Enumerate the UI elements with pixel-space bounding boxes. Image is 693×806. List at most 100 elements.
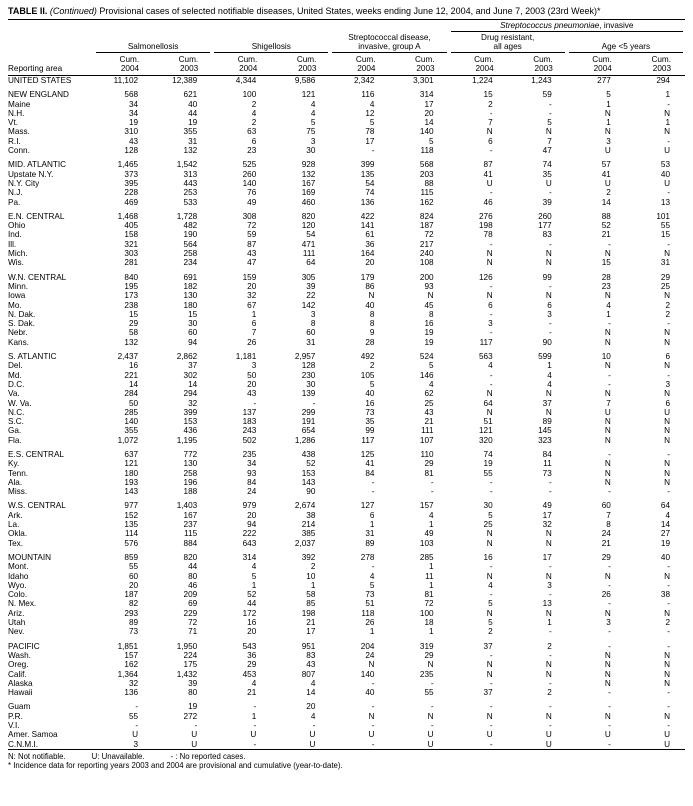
table-row: C.N.M.I. 3 U - U - U - U - U <box>8 740 685 750</box>
table-row: Kans. 132 94 26 31 28 19 117 90 N N <box>8 338 685 347</box>
value-cell: 128 <box>301 361 316 371</box>
value-cell: 86 <box>365 281 375 291</box>
value-cell: 85 <box>306 599 316 609</box>
value-cell: 8 <box>429 309 434 319</box>
value-cell: 169 <box>301 188 316 198</box>
value-cell: 2,674 <box>294 501 316 511</box>
value-cell: 217 <box>419 239 434 249</box>
table-row: N.Y. City 395 443 140 167 54 88 U U U U <box>8 179 685 188</box>
value-cell: 10 <box>306 571 316 581</box>
value-cell: 83 <box>542 230 552 240</box>
value-cell: 90 <box>542 337 552 347</box>
table-title: TABLE II. (Continued) Provisional cases … <box>8 6 685 17</box>
value-cell: - <box>608 688 611 698</box>
value-cell: 2,862 <box>176 352 198 362</box>
value-cell: 125 <box>360 449 375 459</box>
value-cell: 49 <box>424 529 434 539</box>
value-cell: 99 <box>365 426 375 436</box>
reporting-area-cell: PACIFIC <box>8 641 40 651</box>
table-row: Vt. 19 19 2 5 5 14 7 5 1 1 <box>8 118 685 127</box>
value-cell: 1 <box>251 309 257 319</box>
value-cell: 46 <box>188 580 198 590</box>
value-cell: 139 <box>301 389 316 399</box>
value-cell: 130 <box>183 459 198 469</box>
value-cell: N <box>664 426 670 436</box>
value-cell: 1 <box>547 361 552 371</box>
value-cell: 17 <box>306 627 316 637</box>
value-cell: 162 <box>419 197 434 207</box>
title-prefix: TABLE II. <box>8 6 48 16</box>
value-cell: 143 <box>301 477 316 487</box>
reporting-area-cell: Hawaii <box>8 688 33 698</box>
value-cell: 116 <box>361 90 375 100</box>
value-cell: 5 <box>429 136 434 146</box>
reporting-area-cell: Ohio <box>8 221 26 231</box>
value-cell: 26 <box>365 618 375 628</box>
table-row: Mo. 238 180 67 142 40 45 6 6 4 2 <box>8 301 685 310</box>
reporting-area-cell: La. <box>8 520 20 530</box>
value-cell: 392 <box>301 552 316 562</box>
value-cell: - <box>608 370 611 380</box>
value-cell: N <box>545 538 552 548</box>
table-row: Mont. 55 44 4 2-1- - - - <box>8 562 685 571</box>
value-cell: 12,389 <box>172 76 198 85</box>
value-cell: - <box>667 627 670 637</box>
column-header-cum2004: Cum. 2004 <box>330 53 390 76</box>
value-cell: 59 <box>247 230 257 240</box>
reporting-area-cell: Vt. <box>8 118 19 128</box>
value-cell: U <box>486 730 493 740</box>
value-cell: 14 <box>601 197 611 207</box>
value-cell: 4 <box>488 580 493 590</box>
value-cell: N <box>604 711 611 721</box>
value-cell: 7 <box>606 510 611 520</box>
reporting-area-cell: Colo. <box>8 590 28 600</box>
value-cell: 136 <box>124 688 139 698</box>
column-header-cum2004: Cum. 2004 <box>448 53 508 76</box>
value-cell: 55 <box>660 221 670 231</box>
value-cell: 175 <box>183 660 198 670</box>
header-row-groups: Salmonellosis Shigellosis Drug resistant… <box>8 32 685 53</box>
table-row: Wash. 157 224 36 83 24 29 - - N N <box>8 651 685 660</box>
table-row: Alaska 32 39 4 4 - - - - N N <box>8 679 685 688</box>
value-cell: N <box>486 608 493 618</box>
value-cell: 18 <box>424 618 434 628</box>
value-cell: 524 <box>419 352 434 362</box>
value-cell: N <box>604 291 611 301</box>
value-cell: U <box>132 730 139 740</box>
value-cell: 20 <box>128 580 139 590</box>
value-cell: 39 <box>306 281 316 291</box>
reporting-area-cell: Nev. <box>8 627 25 637</box>
reporting-area-cell: Idaho <box>8 571 29 581</box>
value-cell: 238 <box>124 300 139 310</box>
value-cell: 74 <box>542 160 552 170</box>
value-cell: 471 <box>301 239 316 249</box>
value-cell: N <box>604 361 611 371</box>
value-cell: - <box>135 721 139 730</box>
value-cell: - <box>253 398 257 408</box>
value-cell: 31 <box>188 136 198 146</box>
value-cell: U <box>309 739 316 749</box>
value-cell: N <box>604 477 611 487</box>
value-cell: 30 <box>188 319 198 329</box>
value-cell: 117 <box>361 435 375 445</box>
table-row: N. Mex. 82 69 44 85 51 72 5 13 - - <box>8 599 685 608</box>
value-cell: 1 <box>665 90 670 100</box>
value-cell: - <box>667 449 670 459</box>
value-cell: 203 <box>419 169 434 179</box>
value-cell: - <box>430 702 434 712</box>
value-cell: 2 <box>251 99 257 109</box>
table-row: Maine 34 40 2 4 4 17 2 - 1 - <box>8 100 685 109</box>
value-cell: 1 <box>429 562 434 572</box>
value-cell: 23 <box>247 146 257 156</box>
value-cell: 27 <box>660 529 670 539</box>
value-cell: 89 <box>542 417 552 427</box>
footnote-incidence: * Incidence data for reporting years 200… <box>8 761 343 771</box>
value-cell: 1,195 <box>176 435 198 445</box>
reporting-area-cell: S. Dak. <box>8 319 35 329</box>
value-cell: 21 <box>424 417 434 427</box>
value-cell: 121 <box>124 459 139 469</box>
value-cell: 8 <box>369 319 375 329</box>
value-cell: 89 <box>128 618 139 628</box>
value-cell: 40 <box>660 552 670 562</box>
value-cell: 4 <box>369 571 375 581</box>
